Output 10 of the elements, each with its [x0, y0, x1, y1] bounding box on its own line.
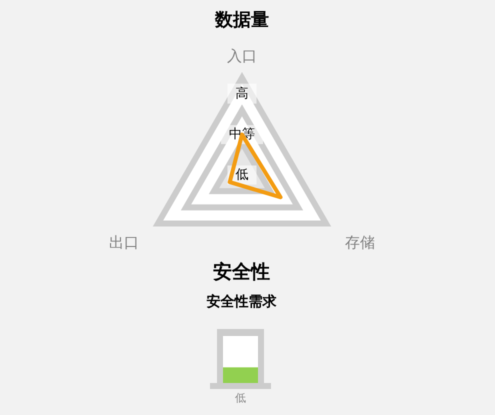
y-tick-label: 高	[236, 86, 248, 102]
spoke-label: 入口	[227, 47, 257, 65]
chart-title: 数据量	[215, 10, 269, 30]
y-tick-label: 低	[236, 168, 248, 182]
spoke-label: 出口	[108, 234, 139, 252]
chart-subtitle: 安全性需求	[206, 294, 276, 310]
y-tick-label: 中等	[229, 127, 255, 142]
spoke-label: 存储	[345, 234, 376, 252]
chart-title: 安全性	[213, 261, 270, 283]
annotation: 低	[235, 392, 246, 404]
